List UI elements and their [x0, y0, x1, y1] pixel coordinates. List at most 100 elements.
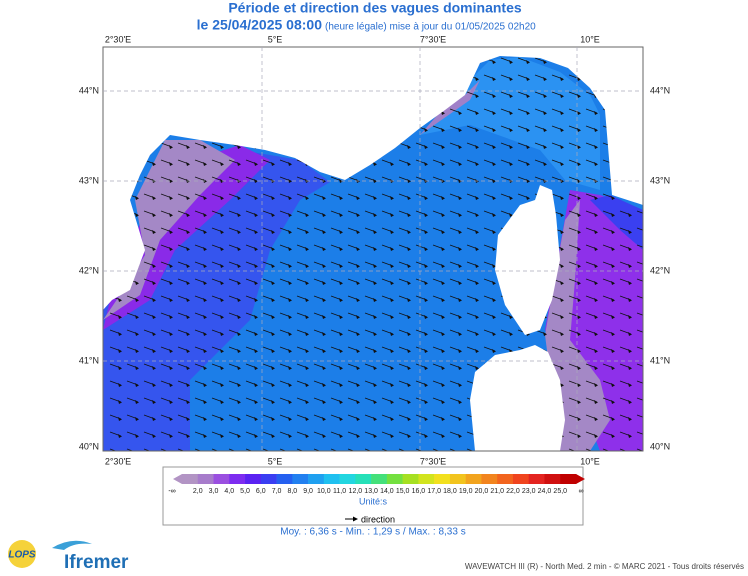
colorbar-label: 20,0	[475, 488, 489, 495]
arrow-head	[271, 196, 275, 200]
arrow-head	[611, 417, 615, 421]
arrow-head	[645, 247, 649, 251]
title: Période et direction des vagues dominant…	[228, 0, 522, 16]
arrow-head	[186, 145, 190, 149]
arrow-head	[458, 298, 462, 302]
arrow	[636, 448, 643, 451]
colorbar-label: 12,0	[349, 488, 363, 495]
arrow-head	[237, 315, 241, 319]
arrow-head	[118, 366, 122, 370]
arrow	[160, 448, 168, 451]
arrow-head	[339, 366, 343, 370]
arrow	[211, 448, 219, 451]
arrow-head	[441, 400, 445, 404]
arrow-head	[186, 281, 190, 285]
colorbar-segment	[465, 474, 482, 484]
arrow-head	[220, 162, 224, 166]
arrow-head	[577, 162, 581, 166]
colorbar-segment	[418, 474, 435, 484]
arrow-head	[152, 196, 156, 200]
colorbar-label: ∞	[579, 488, 584, 495]
arrow-head	[118, 349, 122, 353]
colorbar-label: 2,0	[193, 488, 203, 495]
colorbar-segment	[371, 474, 388, 484]
arrow-head	[152, 213, 156, 217]
arrow-head	[152, 417, 156, 421]
arrow-head	[611, 400, 615, 404]
arrow-head	[186, 349, 190, 353]
arrow-head	[254, 179, 258, 183]
colorbar-segment	[276, 474, 293, 484]
arrow-head	[526, 196, 530, 200]
arrow-head	[492, 111, 496, 115]
arrow-head	[339, 315, 343, 319]
arrow-head	[645, 332, 649, 336]
colorbar-end	[576, 474, 585, 484]
arrow-head	[373, 434, 377, 438]
arrow-head	[458, 247, 462, 251]
arrow-head	[628, 417, 632, 421]
arrow-head	[220, 145, 224, 149]
arrow-head	[390, 213, 394, 217]
arrow-head	[645, 111, 649, 115]
lon-label: 10°E	[580, 34, 600, 44]
arrow-head	[594, 128, 598, 132]
arrow-head	[237, 417, 241, 421]
arrow-head	[407, 366, 411, 370]
arrow-head	[288, 281, 292, 285]
arrow-head	[577, 111, 581, 115]
arrow-head	[271, 213, 275, 217]
arrow-head	[543, 77, 547, 81]
arrow-head	[271, 298, 275, 302]
arrow	[568, 448, 576, 451]
colorbar-label: 11,0	[333, 488, 346, 495]
map-frame	[102, 46, 644, 452]
arrow-head	[373, 366, 377, 370]
arrow-head	[203, 332, 207, 336]
arrow-head	[288, 366, 292, 370]
arrow-head	[492, 230, 496, 234]
arrow-head	[458, 162, 462, 166]
arrow-head	[339, 264, 343, 268]
arrow-head	[475, 145, 479, 149]
arrow-head	[458, 281, 462, 285]
arrow-head	[169, 400, 173, 404]
arrow-head	[577, 315, 581, 319]
arrow-head	[577, 400, 581, 404]
arrow-head	[560, 366, 564, 370]
arrow-head	[254, 247, 258, 251]
arrow-head	[645, 230, 649, 234]
arrow-head	[186, 315, 190, 319]
arrow-head	[475, 128, 479, 132]
arrow-head	[186, 264, 190, 268]
arrow-head	[458, 434, 462, 438]
arrow-head	[305, 366, 309, 370]
lon-label: 7°30'E	[420, 456, 446, 466]
arrow-head	[339, 230, 343, 234]
arrow-head	[628, 332, 632, 336]
arrow-head	[628, 349, 632, 353]
arrow-head	[271, 230, 275, 234]
arrow-head	[135, 332, 139, 336]
arrow-head	[407, 230, 411, 234]
arrow-head	[611, 230, 615, 234]
arrow-head	[203, 383, 207, 387]
colorbar-label: 9,0	[303, 488, 313, 495]
arrow-head	[373, 417, 377, 421]
arrow-head	[203, 298, 207, 302]
arrow-head	[322, 434, 326, 438]
arrow-head	[237, 400, 241, 404]
arrow	[296, 448, 304, 451]
colorbar-segment	[402, 474, 419, 484]
sea-zone	[103, 145, 270, 330]
arrow	[313, 448, 321, 451]
arrow-head	[152, 298, 156, 302]
arrow-head	[424, 400, 428, 404]
arrow-head	[645, 213, 649, 217]
arrow	[449, 448, 457, 451]
arrow-head	[424, 196, 428, 200]
arrow-head	[118, 315, 122, 319]
arrow-head	[135, 298, 139, 302]
sea-zone	[590, 195, 643, 250]
arrow-head	[356, 451, 360, 455]
